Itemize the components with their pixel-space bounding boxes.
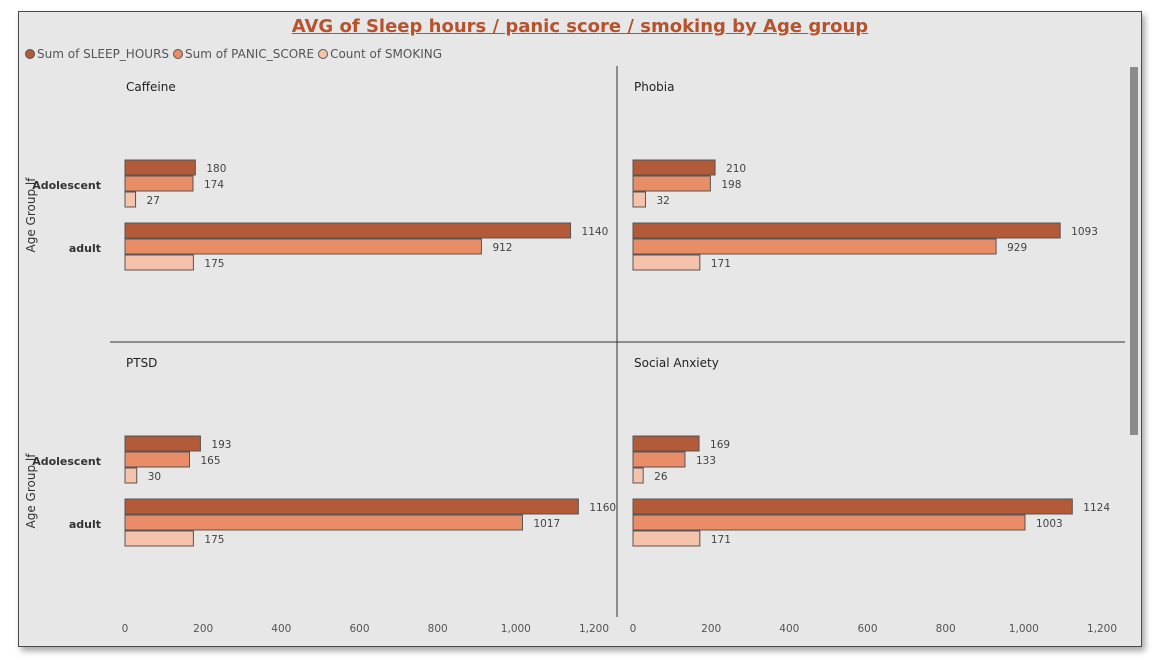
data-label-phobia-adult-count-of-smoking: 171 <box>711 258 731 270</box>
legend-swatch-panic-score <box>173 49 184 59</box>
x-tick-label-social-anxiety-1: 200 <box>701 623 721 635</box>
data-label-caffeine-adult-count-of-smoking: 175 <box>204 258 224 270</box>
bar-phobia-adult-sum-of-sleep-hours <box>632 222 1061 239</box>
chart-title: AVG of Sleep hours / panic score / smoki… <box>291 16 869 37</box>
x-tick-label-social-anxiety-3: 600 <box>857 623 877 635</box>
legend: Sum of SLEEP_HOURS Sum of PANIC_SCORE Co… <box>25 47 446 61</box>
bar-ptsd-adolescent-count-of-smoking <box>124 467 138 484</box>
y-axis-title: Age Group lf <box>24 453 38 529</box>
panel-title-ptsd: PTSD <box>126 356 157 370</box>
x-tick-label-social-anxiety-2: 400 <box>779 623 799 635</box>
legend-label-panic-score: Sum of PANIC_SCORE <box>185 47 315 61</box>
data-label-caffeine-adolescent-count-of-smoking: 27 <box>147 195 160 207</box>
bar-caffeine-adult-count-of-smoking <box>124 254 194 271</box>
chart-frame: AVG of Sleep hours / panic score / smoki… <box>18 11 1142 647</box>
x-tick-label-social-anxiety-6: 1,200 <box>1087 623 1117 635</box>
data-label-social-anxiety-adult-sum-of-sleep-hours: 1124 <box>1083 502 1110 514</box>
x-tick-label-ptsd-4: 800 <box>428 623 448 635</box>
vertical-scrollbar[interactable] <box>1130 67 1138 435</box>
data-label-caffeine-adult-sum-of-sleep-hours: 1140 <box>582 226 609 238</box>
data-label-ptsd-adolescent-sum-of-sleep-hours: 193 <box>211 439 231 451</box>
y-axis-title: Age Group lf <box>24 177 38 253</box>
data-label-ptsd-adolescent-count-of-smoking: 30 <box>148 471 161 483</box>
x-tick-label-ptsd-6: 1,200 <box>579 623 609 635</box>
data-label-ptsd-adolescent-sum-of-panic-score: 165 <box>200 455 220 467</box>
category-label-adult: adult <box>69 242 101 255</box>
data-label-ptsd-adult-sum-of-sleep-hours: 1160 <box>589 502 616 514</box>
data-label-social-anxiety-adult-sum-of-panic-score: 1003 <box>1036 518 1063 530</box>
data-label-social-anxiety-adolescent-sum-of-panic-score: 133 <box>696 455 716 467</box>
legend-swatch-smoking <box>318 49 329 59</box>
panel-title-phobia: Phobia <box>634 80 675 94</box>
data-label-social-anxiety-adult-count-of-smoking: 171 <box>711 534 731 546</box>
data-label-social-anxiety-adolescent-sum-of-sleep-hours: 169 <box>710 439 730 451</box>
legend-label-smoking: Count of SMOKING <box>330 47 443 61</box>
legend-item-smoking[interactable]: Count of SMOKING <box>318 47 442 61</box>
bar-phobia-adolescent-sum-of-sleep-hours <box>632 159 716 176</box>
data-label-ptsd-adult-count-of-smoking: 175 <box>204 534 224 546</box>
bar-ptsd-adult-count-of-smoking <box>124 530 194 547</box>
bar-ptsd-adult-sum-of-panic-score <box>124 514 523 531</box>
bar-social-anxiety-adult-count-of-smoking <box>632 530 701 547</box>
data-label-caffeine-adolescent-sum-of-panic-score: 174 <box>204 179 224 191</box>
x-tick-label-ptsd-2: 400 <box>271 623 291 635</box>
legend-item-panic-score[interactable]: Sum of PANIC_SCORE <box>173 47 314 61</box>
bar-ptsd-adolescent-sum-of-sleep-hours <box>124 435 201 452</box>
bar-phobia-adolescent-count-of-smoking <box>632 191 647 208</box>
bar-social-anxiety-adolescent-count-of-smoking <box>632 467 644 484</box>
bar-caffeine-adolescent-count-of-smoking <box>124 191 137 208</box>
x-tick-label-social-anxiety-5: 1,000 <box>1009 623 1039 635</box>
bar-social-anxiety-adolescent-sum-of-sleep-hours <box>632 435 700 452</box>
data-label-phobia-adult-sum-of-sleep-hours: 1093 <box>1071 226 1098 238</box>
bar-social-anxiety-adolescent-sum-of-panic-score <box>632 451 686 468</box>
bar-phobia-adolescent-sum-of-panic-score <box>632 175 711 192</box>
panel-title-caffeine: Caffeine <box>126 80 176 94</box>
bar-caffeine-adolescent-sum-of-panic-score <box>124 175 194 192</box>
x-tick-label-social-anxiety-0: 0 <box>630 623 637 635</box>
bar-ptsd-adolescent-sum-of-panic-score <box>124 451 190 468</box>
legend-swatch-sleep-hours <box>25 49 35 59</box>
bar-caffeine-adolescent-sum-of-sleep-hours <box>124 159 196 176</box>
bar-caffeine-adult-sum-of-sleep-hours <box>124 222 572 239</box>
bar-caffeine-adult-sum-of-panic-score <box>124 238 482 255</box>
data-label-caffeine-adolescent-sum-of-sleep-hours: 180 <box>206 163 226 175</box>
bar-ptsd-adult-sum-of-sleep-hours <box>124 498 579 515</box>
data-label-phobia-adolescent-sum-of-panic-score: 198 <box>721 179 741 191</box>
data-label-phobia-adolescent-sum-of-sleep-hours: 210 <box>726 163 746 175</box>
bar-social-anxiety-adult-sum-of-panic-score <box>632 514 1026 531</box>
bar-phobia-adult-count-of-smoking <box>632 254 701 271</box>
x-tick-label-social-anxiety-4: 800 <box>936 623 956 635</box>
legend-label-sleep-hours: Sum of SLEEP_HOURS <box>37 47 170 61</box>
bar-phobia-adult-sum-of-panic-score <box>632 238 997 255</box>
data-label-social-anxiety-adolescent-count-of-smoking: 26 <box>654 471 668 483</box>
data-label-phobia-adolescent-count-of-smoking: 32 <box>657 195 670 207</box>
bar-social-anxiety-adult-sum-of-sleep-hours <box>632 498 1073 515</box>
x-tick-label-ptsd-0: 0 <box>122 623 129 635</box>
x-tick-label-ptsd-3: 600 <box>349 623 369 635</box>
x-tick-label-ptsd-5: 1,000 <box>501 623 531 635</box>
category-label-adolescent: Adolescent <box>32 179 101 192</box>
legend-item-sleep-hours[interactable]: Sum of SLEEP_HOURS <box>25 47 169 61</box>
data-label-ptsd-adult-sum-of-panic-score: 1017 <box>533 518 560 530</box>
category-label-adult: adult <box>69 518 101 531</box>
panel-title-social-anxiety: Social Anxiety <box>634 356 719 370</box>
data-label-caffeine-adult-sum-of-panic-score: 912 <box>492 242 512 254</box>
x-tick-label-ptsd-1: 200 <box>193 623 213 635</box>
data-label-phobia-adult-sum-of-panic-score: 929 <box>1007 242 1027 254</box>
category-label-adolescent: Adolescent <box>32 455 101 468</box>
